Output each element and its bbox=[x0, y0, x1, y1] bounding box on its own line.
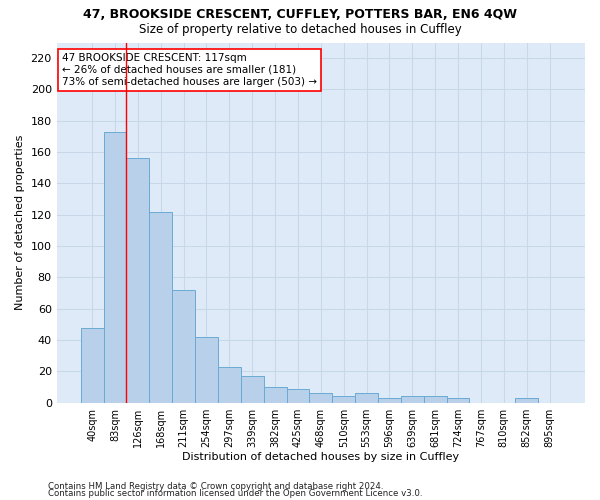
Y-axis label: Number of detached properties: Number of detached properties bbox=[15, 135, 25, 310]
Text: Contains HM Land Registry data © Crown copyright and database right 2024.: Contains HM Land Registry data © Crown c… bbox=[48, 482, 383, 491]
Bar bbox=[378, 398, 401, 402]
Bar bbox=[424, 396, 446, 402]
Bar bbox=[263, 387, 287, 402]
Bar bbox=[515, 398, 538, 402]
Bar bbox=[310, 394, 332, 402]
Bar bbox=[127, 158, 149, 402]
Bar bbox=[241, 376, 263, 402]
X-axis label: Distribution of detached houses by size in Cuffley: Distribution of detached houses by size … bbox=[182, 452, 460, 462]
Bar bbox=[355, 394, 378, 402]
Text: 47 BROOKSIDE CRESCENT: 117sqm
← 26% of detached houses are smaller (181)
73% of : 47 BROOKSIDE CRESCENT: 117sqm ← 26% of d… bbox=[62, 54, 317, 86]
Bar bbox=[195, 337, 218, 402]
Text: 47, BROOKSIDE CRESCENT, CUFFLEY, POTTERS BAR, EN6 4QW: 47, BROOKSIDE CRESCENT, CUFFLEY, POTTERS… bbox=[83, 8, 517, 20]
Text: Contains public sector information licensed under the Open Government Licence v3: Contains public sector information licen… bbox=[48, 490, 422, 498]
Text: Size of property relative to detached houses in Cuffley: Size of property relative to detached ho… bbox=[139, 22, 461, 36]
Bar bbox=[401, 396, 424, 402]
Bar bbox=[80, 328, 104, 402]
Bar bbox=[104, 132, 127, 402]
Bar bbox=[287, 388, 310, 402]
Bar bbox=[149, 212, 172, 402]
Bar bbox=[446, 398, 469, 402]
Bar bbox=[332, 396, 355, 402]
Bar bbox=[172, 290, 195, 403]
Bar bbox=[218, 366, 241, 402]
